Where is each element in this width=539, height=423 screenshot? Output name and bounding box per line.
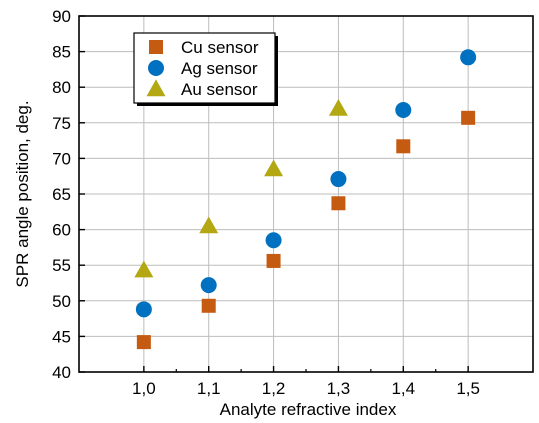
au-sensor-point: [199, 216, 219, 234]
cu-legend-label: Cu sensor: [181, 38, 259, 57]
au-legend-label: Au sensor: [181, 80, 258, 99]
ag-sensor-point: [330, 171, 347, 188]
x-tick-label: 1,1: [197, 379, 221, 398]
y-tick-label: 85: [52, 43, 71, 62]
x-tick-label: 1,0: [132, 379, 156, 398]
y-tick-label: 55: [52, 256, 71, 275]
cu-sensor-point: [396, 139, 411, 154]
y-tick-label: 80: [52, 78, 71, 97]
au-sensor-point: [328, 98, 348, 116]
data-marks: [134, 49, 477, 350]
cu-sensor-point: [266, 253, 281, 268]
y-tick-label: 65: [52, 185, 71, 204]
axis-ticks: 40 45 50 55 60 65 70 75 80 85 90 1,0 1,1 1,2 1,3 1,4 1,5: [52, 7, 480, 398]
y-tick-label: 45: [52, 327, 71, 346]
x-tick-label: 1,5: [456, 379, 480, 398]
au-sensor-point: [134, 260, 154, 278]
cu-sensor-point: [461, 110, 476, 125]
ag-sensor-point: [395, 101, 412, 118]
cu-legend-marker: [149, 40, 163, 54]
cu-sensor-point: [201, 298, 216, 313]
cu-sensor-point: [136, 335, 151, 350]
y-tick-label: 75: [52, 114, 71, 133]
ag-sensor-point: [460, 49, 477, 66]
y-axis-title: SPR angle position, deg.: [13, 100, 32, 287]
ag-sensor-point: [265, 232, 282, 249]
y-tick-label: 50: [52, 292, 71, 311]
legend: Cu sensor Ag sensor Au sensor: [133, 32, 278, 106]
ag-sensor-point: [135, 301, 152, 318]
x-tick-label: 1,3: [327, 379, 351, 398]
au-sensor-point: [264, 159, 284, 177]
ag-legend-marker: [148, 60, 164, 76]
y-tick-label: 90: [52, 7, 71, 26]
ag-sensor-point: [200, 277, 217, 294]
au-legend-marker: [146, 79, 166, 97]
cu-sensor-point: [331, 196, 346, 211]
x-axis-title: Analyte refractive index: [220, 400, 397, 419]
y-tick-label: 70: [52, 149, 71, 168]
y-tick-label: 40: [52, 363, 71, 382]
ag-legend-label: Ag sensor: [181, 59, 258, 78]
y-tick-label: 60: [52, 221, 71, 240]
x-tick-label: 1,2: [262, 379, 286, 398]
x-tick-label: 1,4: [391, 379, 415, 398]
